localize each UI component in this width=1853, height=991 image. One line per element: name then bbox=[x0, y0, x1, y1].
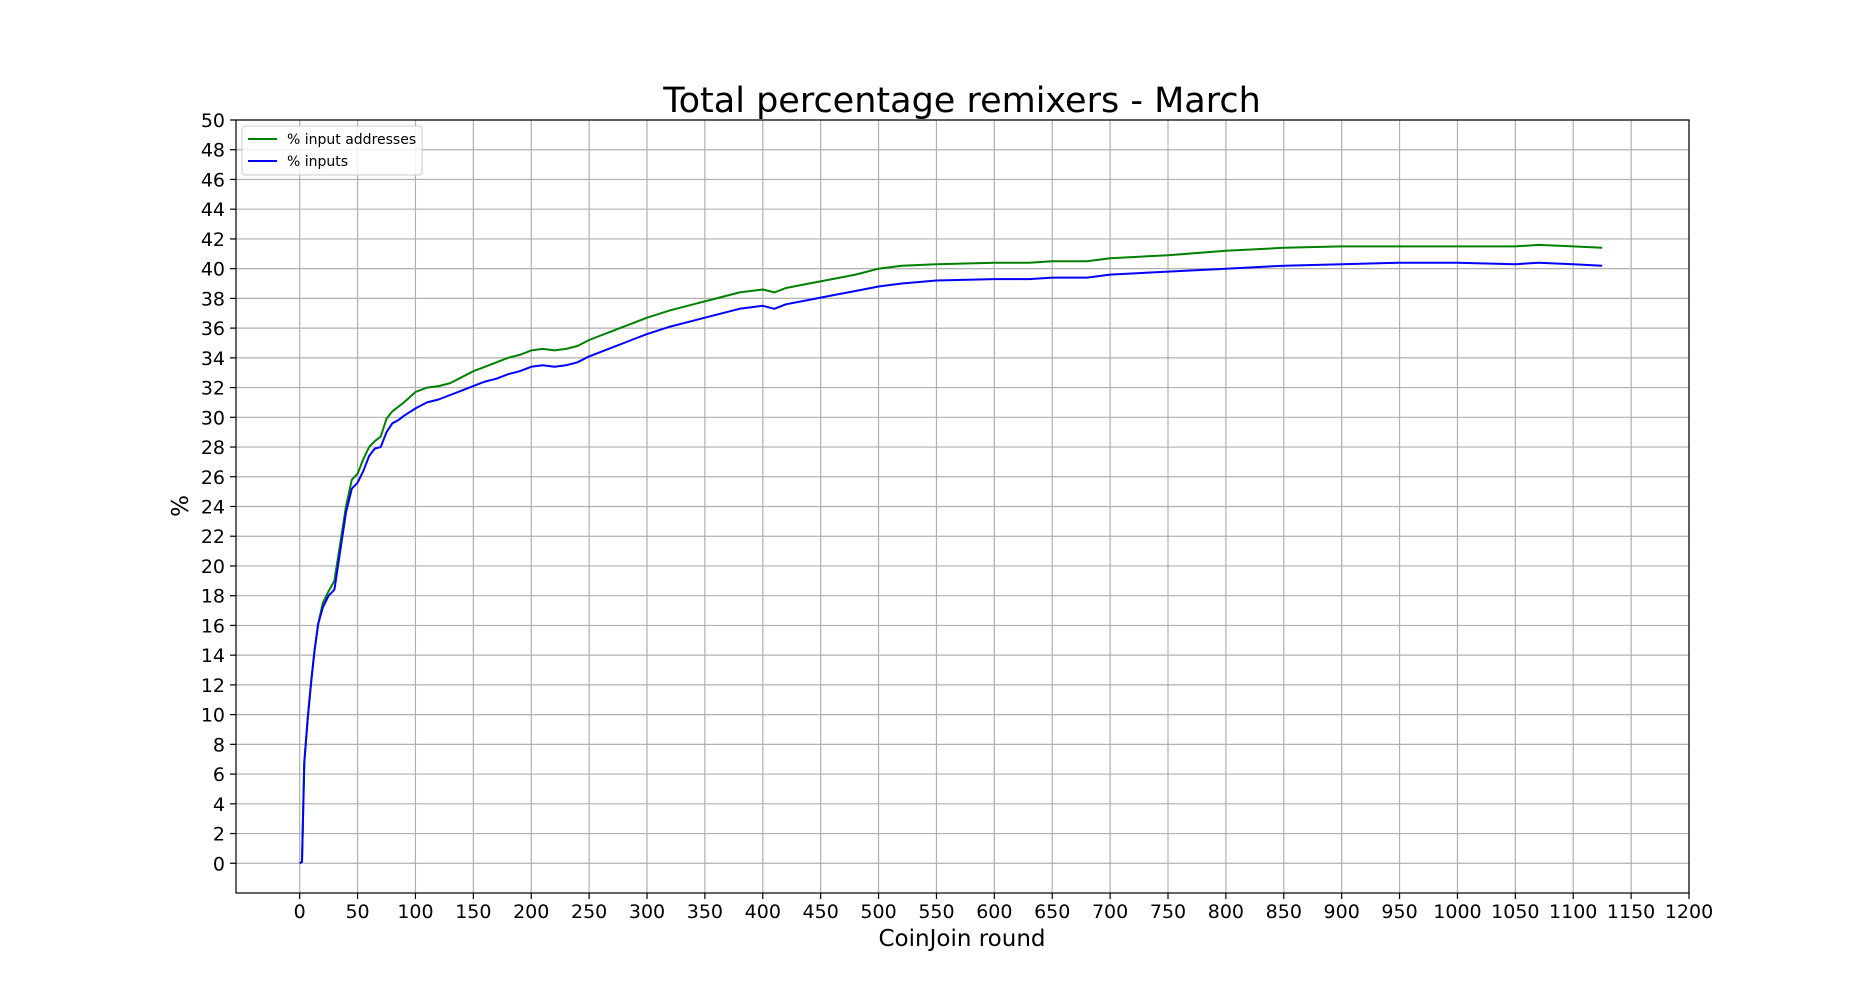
x-tick-label: 1100 bbox=[1549, 901, 1597, 923]
x-tick-label: 0 bbox=[294, 901, 306, 923]
x-tick-label: 150 bbox=[455, 901, 491, 923]
x-axis-label: CoinJoin round bbox=[878, 926, 1045, 952]
y-tick-label: 50 bbox=[201, 110, 225, 132]
series-layer bbox=[299, 243, 1603, 865]
y-tick-label: 24 bbox=[201, 497, 225, 519]
y-tick-label: 42 bbox=[201, 229, 225, 251]
x-tick-label: 350 bbox=[687, 901, 723, 923]
x-tick-label: 950 bbox=[1381, 901, 1417, 923]
x-tick-label: 50 bbox=[345, 901, 369, 923]
x-tick-label: 750 bbox=[1150, 901, 1186, 923]
y-tick-label: 48 bbox=[201, 140, 225, 162]
grid bbox=[236, 119, 1690, 893]
y-tick-label: 36 bbox=[201, 318, 225, 340]
y-tick-label: 34 bbox=[201, 348, 225, 370]
y-tick-label: 16 bbox=[201, 615, 225, 637]
series-line-inputs bbox=[299, 261, 1603, 865]
chart-title: Total percentage remixers - March bbox=[662, 81, 1261, 121]
y-tick-label: 26 bbox=[201, 467, 225, 489]
x-tick-label: 300 bbox=[629, 901, 665, 923]
x-tick-label: 900 bbox=[1324, 901, 1360, 923]
x-tick-label: 100 bbox=[397, 901, 433, 923]
y-tick-label: 30 bbox=[201, 407, 225, 429]
y-tick-label: 6 bbox=[213, 764, 225, 786]
x-tick-label: 550 bbox=[918, 901, 954, 923]
y-tick-label: 14 bbox=[201, 645, 225, 667]
y-tick-label: 28 bbox=[201, 437, 225, 459]
legend-label-inputs: % inputs bbox=[287, 154, 348, 170]
y-tick-label: 8 bbox=[213, 734, 225, 756]
y-tick-label: 18 bbox=[201, 586, 225, 608]
x-tick-label: 600 bbox=[976, 901, 1012, 923]
y-tick-label: 2 bbox=[213, 824, 225, 846]
y-tick-label: 44 bbox=[201, 199, 225, 221]
x-tick-label: 1000 bbox=[1433, 901, 1481, 923]
legend-box bbox=[241, 125, 423, 176]
x-tick-label: 250 bbox=[571, 901, 607, 923]
x-tick-label: 1150 bbox=[1607, 901, 1655, 923]
y-tick-label: 32 bbox=[201, 378, 225, 400]
y-tick-label: 12 bbox=[201, 675, 225, 697]
x-tick-label: 700 bbox=[1092, 901, 1128, 923]
y-tick-label: 40 bbox=[201, 259, 225, 281]
x-tick-label: 500 bbox=[860, 901, 896, 923]
y-tick-label: 38 bbox=[201, 288, 225, 310]
y-axis-ticks: 0246810121416182022242628303234363840424… bbox=[201, 110, 236, 875]
legend: % input addresses % inputs bbox=[241, 125, 423, 176]
x-tick-label: 450 bbox=[803, 901, 839, 923]
x-tick-label: 1200 bbox=[1665, 901, 1713, 923]
x-tick-label: 400 bbox=[745, 901, 781, 923]
x-axis-ticks: 0 50 100 150 200 250 300 350 400 450 500 550 600 650 7… bbox=[294, 893, 1713, 923]
y-tick-label: 20 bbox=[201, 556, 225, 578]
x-tick-label: 850 bbox=[1266, 901, 1302, 923]
y-axis-label: % bbox=[168, 495, 194, 517]
x-tick-label: 650 bbox=[1034, 901, 1070, 923]
y-tick-label: 22 bbox=[201, 526, 225, 548]
series-line-input-addresses bbox=[299, 243, 1603, 865]
x-tick-label: 1050 bbox=[1491, 901, 1539, 923]
y-tick-label: 10 bbox=[201, 705, 225, 727]
legend-label-input-addresses: % input addresses bbox=[287, 132, 416, 148]
y-tick-label: 4 bbox=[213, 794, 225, 816]
x-tick-label: 800 bbox=[1208, 901, 1244, 923]
x-tick-label: 200 bbox=[513, 901, 549, 923]
y-tick-label: 0 bbox=[213, 853, 225, 875]
y-tick-label: 46 bbox=[201, 169, 225, 191]
